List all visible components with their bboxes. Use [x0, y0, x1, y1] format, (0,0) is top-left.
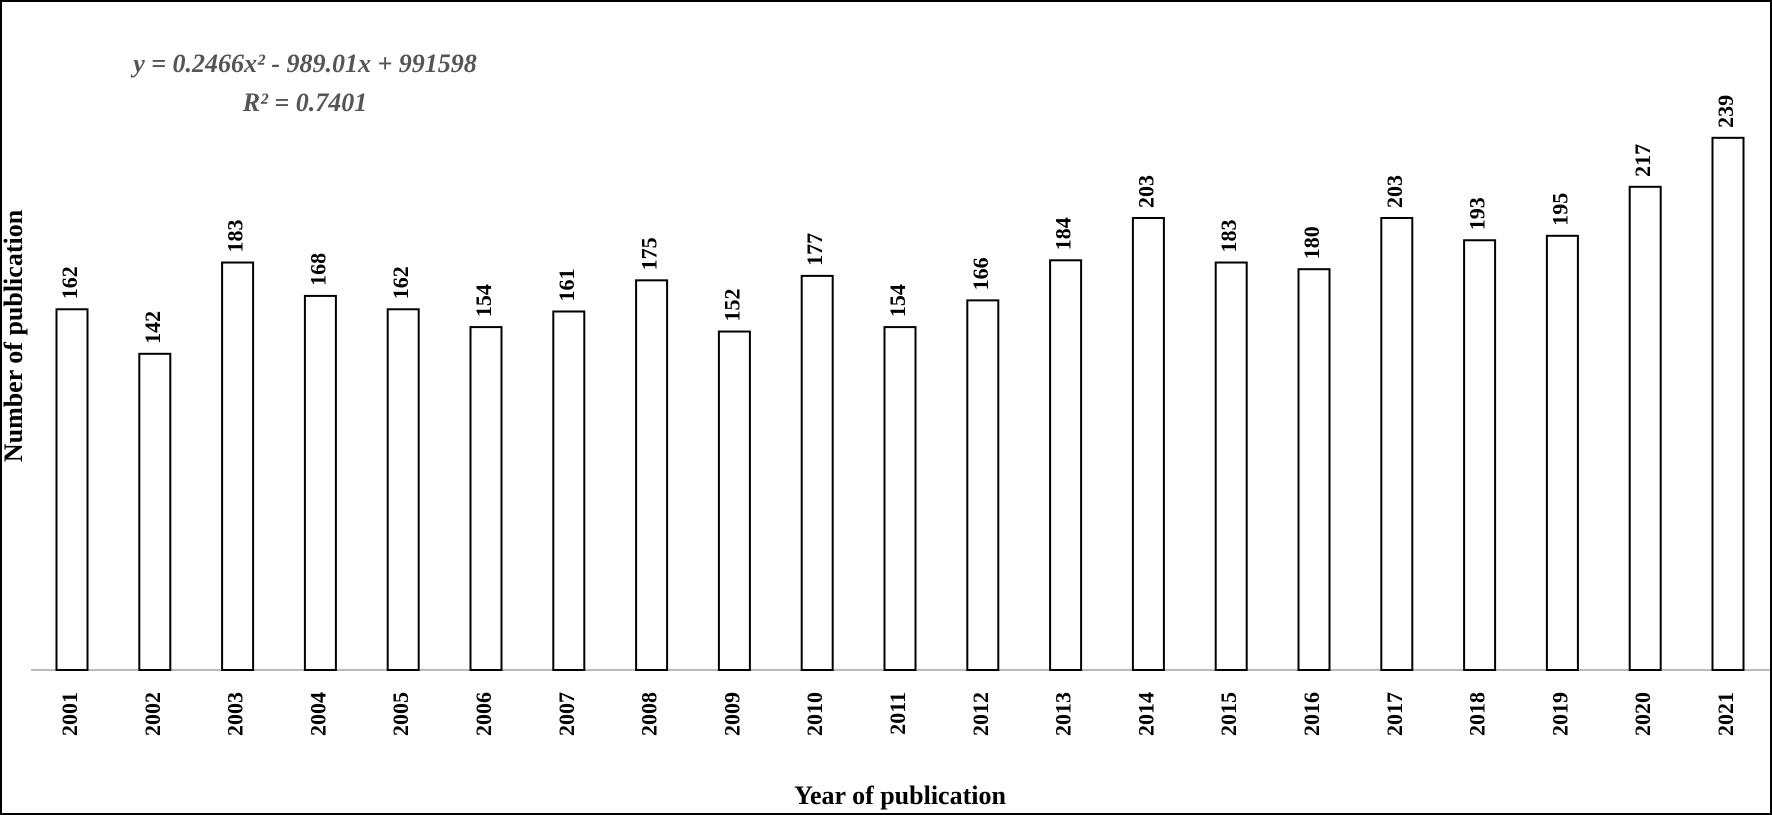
bar: [1711, 136, 1745, 671]
x-tick-label: 2001: [57, 692, 82, 736]
bar: [221, 261, 255, 671]
bar: [1463, 239, 1497, 671]
value-label: 166: [968, 257, 993, 290]
value-label: 203: [1133, 175, 1158, 208]
bar: [800, 274, 834, 671]
value-label: 183: [1216, 220, 1241, 253]
value-label: 142: [140, 311, 165, 344]
x-tick-label: 2015: [1216, 692, 1241, 736]
bar: [1545, 234, 1579, 672]
value-label: 217: [1630, 144, 1655, 177]
value-label: 168: [305, 253, 330, 286]
x-tick-label: 2007: [554, 692, 579, 736]
bar: [138, 352, 172, 671]
value-label: 184: [1051, 217, 1076, 250]
value-label: 183: [223, 220, 248, 253]
value-label: 195: [1547, 193, 1572, 226]
bar: [303, 294, 337, 671]
bar: [883, 326, 917, 671]
value-label: 154: [471, 284, 496, 317]
bar: [1049, 259, 1083, 671]
x-tick-label: 2009: [719, 692, 744, 736]
x-tick-label: 2018: [1465, 692, 1490, 736]
bar: [966, 299, 1000, 671]
value-label: 161: [554, 269, 579, 302]
x-tick-label: 2021: [1713, 692, 1738, 736]
x-tick-label: 2006: [471, 692, 496, 736]
value-label: 162: [388, 266, 413, 299]
bar: [717, 330, 751, 671]
bar: [1214, 261, 1248, 671]
value-label: 162: [57, 266, 82, 299]
bar: [55, 308, 89, 671]
value-label: 154: [885, 284, 910, 317]
equation: y = 0.2466x² - 989.01x + 991598: [130, 49, 477, 78]
x-axis-title: Year of publication: [794, 781, 1006, 810]
value-label: 152: [719, 289, 744, 322]
x-tick-label: 2011: [885, 692, 910, 735]
bar: [1297, 268, 1331, 671]
y-axis-title: Number of publication: [0, 209, 28, 462]
bar: [1628, 185, 1662, 672]
bar: [552, 310, 586, 671]
bar: [386, 308, 420, 671]
x-tick-label: 2010: [802, 692, 827, 736]
x-tick-label: 2008: [637, 692, 662, 736]
x-tick-label: 2019: [1547, 692, 1572, 736]
value-label: 175: [637, 237, 662, 270]
value-label: 177: [802, 233, 827, 266]
bar: [1131, 216, 1165, 671]
x-tick-label: 2005: [388, 692, 413, 736]
x-tick-label: 2002: [140, 692, 165, 736]
value-label: 180: [1299, 226, 1324, 259]
x-tick-label: 2020: [1630, 692, 1655, 736]
bar: [635, 279, 669, 671]
x-tick-label: 2013: [1051, 692, 1076, 736]
r-squared: R² = 0.7401: [242, 88, 367, 117]
x-tick-label: 2004: [305, 692, 330, 736]
bar: [1380, 216, 1414, 671]
value-label: 203: [1382, 175, 1407, 208]
value-label: 239: [1713, 95, 1738, 128]
x-tick-label: 2016: [1299, 692, 1324, 736]
x-tick-label: 2012: [968, 692, 993, 736]
x-tick-label: 2014: [1133, 692, 1158, 736]
value-label: 193: [1465, 197, 1490, 230]
x-tick-label: 2017: [1382, 692, 1407, 736]
x-tick-label: 2003: [223, 692, 248, 736]
bar: [469, 326, 503, 671]
